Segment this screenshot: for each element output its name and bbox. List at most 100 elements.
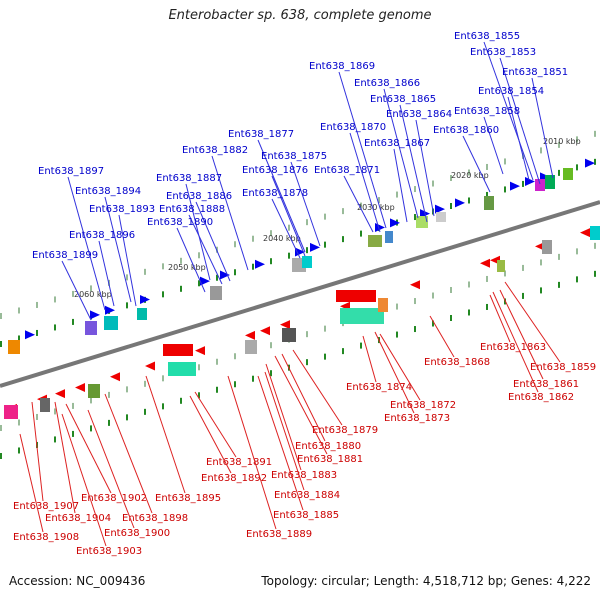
feature-block: [590, 226, 600, 240]
top-gene-label: Ent638_1893: [89, 204, 155, 215]
tick-mark: [540, 147, 542, 154]
top-gene-label: Ent638_1855: [454, 31, 520, 42]
top-gene-leader: [271, 198, 301, 259]
top-gene-leader: [383, 88, 419, 219]
tick-mark: [324, 213, 326, 220]
feature-block: [8, 340, 20, 354]
feature-block: [168, 362, 196, 376]
tick-mark: [108, 419, 110, 426]
feature-block: [4, 405, 18, 419]
tick-mark: [432, 180, 434, 187]
top-gene-leader: [415, 119, 435, 217]
top-gene-leader: [211, 155, 249, 271]
tick-mark: [72, 402, 74, 409]
tick-mark: [54, 296, 56, 303]
tick-mark: [252, 375, 254, 382]
bottom-gene-leader: [374, 331, 415, 414]
tick-mark: [468, 281, 470, 288]
bottom-gene-leader: [19, 433, 44, 533]
tick-mark: [360, 342, 362, 349]
tick-mark: [36, 329, 38, 336]
reverse-gene-arrow: [260, 326, 270, 336]
top-gene-label: Ent638_1875: [261, 151, 327, 162]
feature-block: [368, 235, 382, 247]
top-gene-leader: [118, 214, 137, 307]
feature-block: [85, 321, 97, 335]
tick-mark: [198, 280, 200, 287]
top-gene-leader: [195, 201, 231, 282]
top-gene-label: Ent638_1882: [182, 145, 248, 156]
tick-mark: [576, 276, 578, 283]
bottom-gene-leader: [194, 391, 237, 458]
feature-block: [563, 168, 573, 180]
forward-gene-arrow: [140, 295, 150, 305]
tick-mark: [54, 436, 56, 443]
tick-mark: [18, 419, 20, 426]
tick-mark: [90, 285, 92, 292]
tick-mark: [306, 219, 308, 226]
tick-mark: [486, 191, 488, 198]
tick-mark: [252, 235, 254, 242]
tick-mark: [378, 197, 380, 204]
tick-mark: [450, 203, 452, 209]
tick-mark: [216, 274, 218, 281]
top-gene-leader: [67, 176, 106, 311]
reverse-gene-arrow: [110, 372, 120, 382]
tick-mark: [306, 247, 308, 254]
tick-mark: [144, 408, 146, 415]
tick-mark: [468, 197, 470, 204]
kbp-label: 2020 kbp: [451, 171, 489, 180]
top-gene-leader: [531, 77, 554, 179]
tick-mark: [108, 391, 110, 398]
tick-mark: [522, 180, 524, 187]
tick-mark: [0, 341, 2, 347]
feature-block: [416, 216, 428, 228]
top-gene-label: Ent638_1864: [386, 109, 452, 120]
tick-mark: [36, 413, 38, 420]
top-gene-label: Ent638_1853: [470, 47, 536, 58]
genome-summary-text: Topology: circular; Length: 4,518,712 bp…: [261, 574, 591, 588]
bottom-gene-label: Ent638_1868: [424, 357, 490, 368]
bottom-gene-leader: [54, 401, 76, 514]
tick-mark: [504, 186, 506, 193]
tick-mark: [576, 248, 578, 255]
bottom-gene-leader: [31, 401, 44, 502]
tick-mark: [558, 281, 560, 288]
tick-mark: [450, 175, 452, 181]
top-gene-label: Ent638_1870: [320, 122, 386, 133]
tick-mark: [72, 430, 74, 437]
top-gene-leader: [61, 260, 92, 321]
top-gene-leader: [185, 183, 211, 281]
top-gene-label: Ent638_1897: [38, 166, 104, 177]
tick-mark: [90, 425, 92, 432]
tick-mark: [522, 264, 524, 271]
tick-mark: [180, 257, 182, 264]
tick-mark: [198, 392, 200, 399]
kbp-label: 2030 kbp: [357, 203, 395, 212]
tick-mark: [180, 285, 182, 292]
top-gene-label: Ent638_1896: [69, 230, 135, 241]
tick-mark: [144, 268, 146, 275]
top-gene-leader: [176, 227, 206, 293]
top-gene-label: Ent638_1867: [364, 138, 430, 149]
tick-mark: [486, 303, 488, 310]
forward-gene-arrow: [105, 305, 115, 315]
tick-mark: [486, 163, 488, 170]
tick-mark: [576, 164, 578, 171]
feature-block: [340, 308, 384, 324]
bottom-gene-leader: [292, 349, 343, 426]
bottom-gene-label: Ent638_1873: [384, 413, 450, 424]
feature-block: [378, 298, 388, 312]
top-gene-leader: [343, 175, 374, 233]
tick-mark: [342, 208, 344, 215]
forward-gene-arrow: [90, 310, 100, 320]
forward-gene-arrow: [510, 181, 520, 191]
accession-text: Accession: NC_009436: [9, 574, 146, 588]
tick-mark: [216, 386, 218, 393]
bottom-gene-label: Ent638_1879: [312, 425, 378, 436]
top-gene-leader: [257, 139, 306, 253]
top-gene-leader: [98, 240, 115, 307]
reverse-gene-arrow: [245, 330, 255, 340]
tick-mark: [234, 381, 236, 388]
tick-mark: [36, 301, 38, 308]
